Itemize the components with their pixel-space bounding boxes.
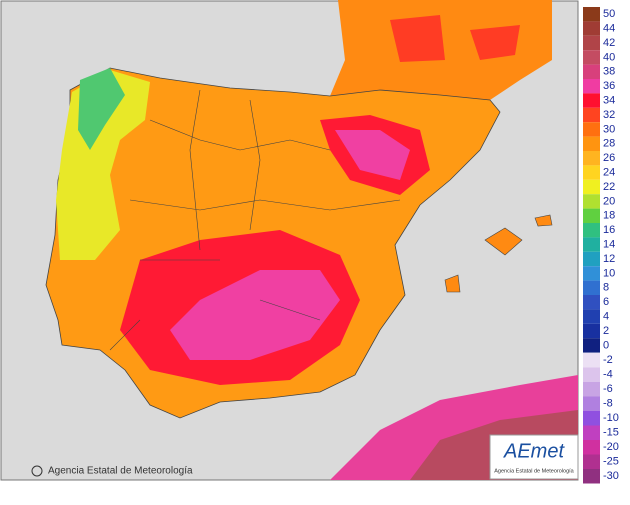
legend-swatch (583, 35, 600, 51)
legend-swatch (583, 425, 600, 440)
legend-label: 38 (603, 66, 615, 78)
legend-swatch (583, 64, 600, 79)
legend-label: 24 (603, 167, 615, 179)
logo-name: AEmet (503, 440, 565, 462)
legend-label: 20 (603, 195, 615, 207)
legend-label: 26 (603, 152, 615, 164)
legend-swatch (583, 165, 600, 180)
legend-label: -2 (603, 354, 613, 366)
legend-label: 28 (603, 138, 615, 150)
map (0, 0, 579, 481)
legend-swatch (583, 323, 600, 339)
legend-swatch (583, 21, 600, 36)
credit: Agencia Estatal de Meteorología (31, 465, 193, 477)
legend-swatch (583, 7, 600, 22)
cool-area (78, 68, 125, 150)
legend: 5044424038363432302826242220181614121086… (583, 7, 619, 484)
legend-label: 4 (603, 311, 609, 323)
legend-label: 44 (603, 23, 615, 35)
province-borders (109, 89, 401, 351)
legend-label: 2 (603, 325, 609, 337)
legend-swatch (583, 194, 600, 209)
hot-area (390, 15, 520, 62)
legend-label: 0 (603, 339, 609, 351)
legend-swatch (583, 237, 600, 252)
credit-text: Agencia Estatal de Meteorología (48, 466, 193, 477)
legend-label: -30 (603, 470, 619, 482)
legend-swatch (583, 353, 600, 368)
legend-label: 8 (603, 282, 609, 294)
legend-label: -20 (603, 441, 619, 453)
legend-swatch (583, 93, 600, 108)
legend-swatch (583, 136, 600, 151)
legend-swatch (583, 440, 600, 455)
legend-label: 36 (603, 80, 615, 92)
legend-swatch (583, 454, 600, 469)
balearic-islands (444, 214, 553, 293)
legend-label: 10 (603, 267, 615, 279)
legend-swatch (583, 309, 600, 324)
legend-label: 42 (603, 37, 615, 49)
logo: AEmet Agencia Estatal de Meteorología (489, 434, 579, 480)
legend-label: 22 (603, 181, 615, 193)
legend-swatch (583, 223, 600, 238)
legend-swatch (583, 396, 600, 411)
legend-swatch (583, 122, 600, 137)
legend-label: 18 (603, 210, 615, 222)
legend-swatch (583, 107, 600, 123)
legend-swatch (583, 295, 600, 310)
legend-label: -10 (603, 412, 619, 424)
legend-swatch (583, 266, 600, 281)
legend-swatch (583, 382, 600, 397)
hot-area (335, 130, 410, 180)
legend-label: 32 (603, 109, 615, 121)
logo-subtitle: Agencia Estatal de Meteorología (494, 468, 574, 474)
legend-label: 12 (603, 253, 615, 265)
legend-swatch (583, 151, 600, 166)
legend-label: 30 (603, 123, 615, 135)
legend-label: 40 (603, 51, 615, 63)
legend-label: -8 (603, 398, 613, 410)
legend-label: 34 (603, 95, 615, 107)
legend-swatch (583, 411, 600, 426)
legend-label: -25 (603, 456, 619, 468)
copyright-icon (31, 465, 43, 477)
legend-swatch (583, 469, 600, 484)
legend-swatch (583, 367, 600, 382)
legend-label: -6 (603, 383, 613, 395)
hot-area (170, 270, 340, 360)
legend-swatch (583, 338, 600, 353)
legend-label: 6 (603, 296, 609, 308)
legend-swatch (583, 50, 600, 65)
legend-label: -4 (603, 369, 613, 381)
legend-label: 50 (603, 8, 615, 20)
legend-swatch (583, 208, 600, 223)
legend-swatch (583, 280, 600, 295)
legend-label: 14 (603, 239, 615, 251)
logo-box (489, 434, 579, 480)
legend-label: -15 (603, 427, 619, 439)
legend-swatch (583, 179, 600, 195)
legend-swatch (583, 79, 600, 94)
legend-label: 16 (603, 224, 615, 236)
legend-swatch (583, 251, 600, 267)
